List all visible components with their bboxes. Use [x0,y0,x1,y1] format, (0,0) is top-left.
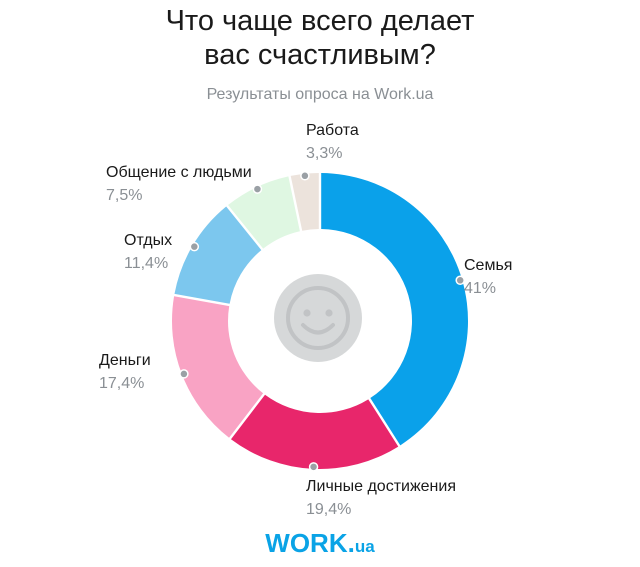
slice-value-1: 41% [464,280,496,297]
donut-slice-1 [321,173,468,446]
slice-label-2: Личные достижения [306,478,456,495]
slice-marker-6 [300,171,310,181]
slice-label-3: Деньги [99,352,151,369]
slice-label-6: Работа [306,122,359,139]
slice-label-5: Общение с людьми [106,164,252,181]
donut-slice-5 [228,176,300,249]
logo-dot: . [347,528,355,558]
slice-value-4: 11,4% [124,255,168,272]
chart-subtitle: Результаты опроса на Work.ua [206,86,434,103]
donut-slice-6 [290,173,319,231]
work-ua-logo: WORK.ua [0,528,640,559]
slice-value-5: 7,5% [106,187,142,204]
slice-label-4: Отдых [124,232,172,249]
donut-slices [171,173,468,469]
slice-labels: Семья 41% Личные достижения 19,4% Деньги 17,4… [99,122,512,518]
slice-marker-5 [252,184,263,194]
label-markers [179,171,465,472]
slice-marker-1 [455,275,465,286]
chart-title: Что чаще всего делает вас счастливым? [0,4,640,72]
slice-marker-4 [189,241,200,252]
slice-marker-3 [179,369,189,379]
slice-marker-2 [308,462,319,472]
chart-title-line-2: вас счастливым? [204,39,436,71]
donut-slice-4 [174,206,262,304]
slice-value-3: 17,4% [99,375,144,392]
logo-main-text: WORK [265,528,348,558]
donut-slice-3 [171,296,264,438]
chart-title-line-1: Что чаще всего делает [165,5,475,37]
logo-sub-text: ua [354,537,375,556]
donut-slice-2 [230,394,399,469]
slice-value-6: 3,3% [306,145,342,162]
slice-label-1: Семья [464,257,512,274]
smiley-face-icon [274,274,362,362]
slice-value-2: 19,4% [306,501,351,518]
